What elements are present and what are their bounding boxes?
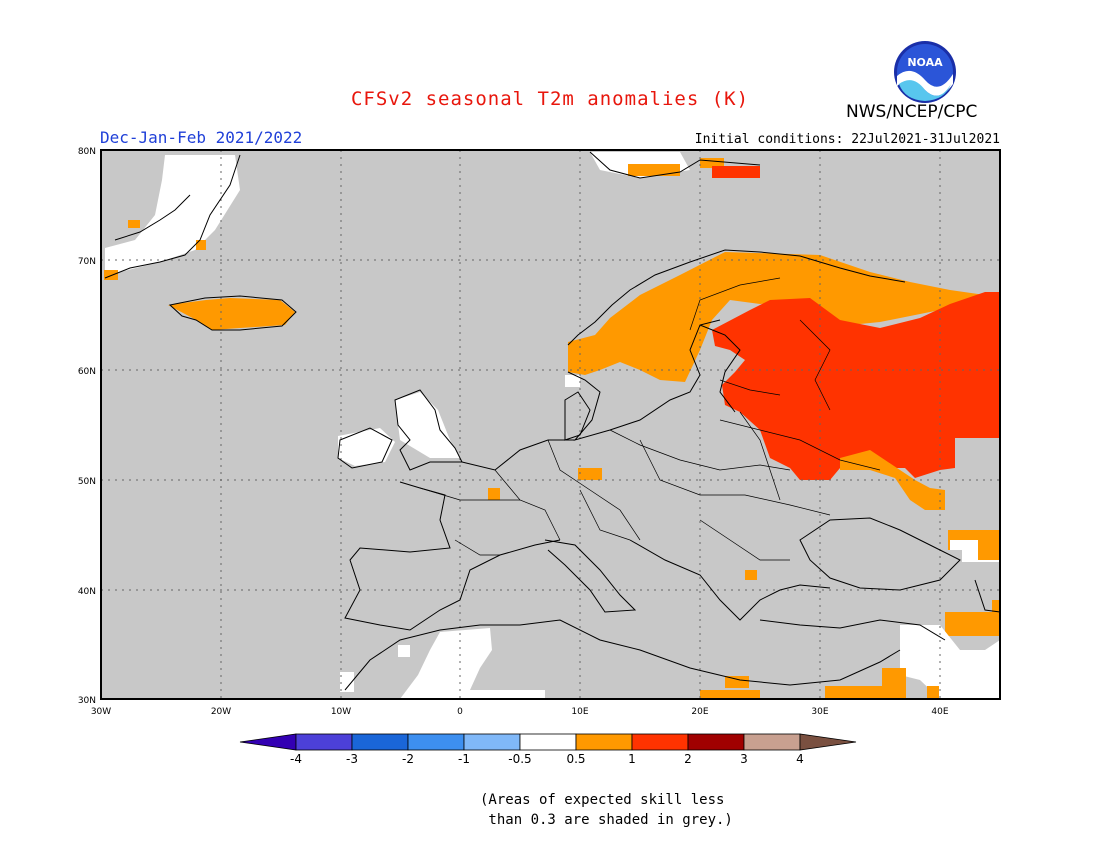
colorbar-label: 1: [628, 752, 636, 766]
season-label: Dec-Jan-Feb 2021/2022: [100, 128, 303, 147]
lon-ticks: 30W 20W 10W 0 10E 20E 30E 40E: [91, 707, 949, 717]
colorbar-label: 3: [740, 752, 748, 766]
lat-ticks: 30N 40N 50N 60N 70N 80N: [78, 147, 96, 706]
colorbar-arrow-low: [239, 733, 297, 751]
anomaly-shading: [104, 152, 1000, 699]
colorbar-label: -3: [346, 752, 358, 766]
lat-tick: 80N: [78, 147, 96, 157]
colorbar-segment: [743, 733, 801, 751]
colorbar-segment: [631, 733, 689, 751]
lat-tick: 60N: [78, 367, 96, 377]
logo-text: NOAA: [907, 56, 943, 69]
noaa-logo: NOAA: [894, 41, 956, 103]
colorbar-segment: [295, 733, 353, 751]
lon-tick: 20W: [211, 707, 231, 717]
grid-lines: [101, 150, 1000, 699]
greenland-white: [105, 155, 240, 278]
lon-tick: 10W: [331, 707, 351, 717]
colorbar-label: -2: [402, 752, 414, 766]
colorbar-segment: [519, 733, 577, 751]
colorbar-label: 2: [684, 752, 692, 766]
lat-tick: 40N: [78, 587, 96, 597]
colorbar-label: -1: [458, 752, 470, 766]
lon-tick: 20E: [691, 707, 708, 717]
borders: [419, 277, 881, 561]
lon-tick: 10E: [571, 707, 588, 717]
colorbar-segments: [239, 733, 857, 751]
lat-tick: 50N: [78, 477, 96, 487]
colorbar-segment: [463, 733, 521, 751]
colorbar-label: -0.5: [508, 752, 531, 766]
russia-red: [712, 292, 1000, 480]
iceland-orange: [168, 298, 295, 330]
colorbar-segment: [407, 733, 465, 751]
colorbar-label: -4: [290, 752, 302, 766]
colorbar-segment: [575, 733, 633, 751]
middle-east-white: [900, 625, 1000, 699]
colorbar-labels: -4 -3 -2 -1 -0.5 0.5 1 2 3 4: [290, 752, 804, 766]
lon-tick: 0: [457, 707, 463, 717]
colorbar-arrow-high: [799, 733, 857, 751]
lat-tick: 30N: [78, 696, 96, 706]
coastlines: [104, 151, 1001, 691]
britain-white: [395, 392, 460, 458]
skill-footnote: (Areas of expected skill less than 0.3 a…: [480, 792, 733, 828]
colorbar-label: 4: [796, 752, 804, 766]
colorbar-segment: [687, 733, 745, 751]
map-frame: [100, 149, 1001, 700]
lat-tick: 70N: [78, 257, 96, 267]
lon-tick: 30W: [91, 707, 111, 717]
initial-conditions-label: Initial conditions: 22Jul2021-31Jul2021: [694, 132, 1000, 147]
lon-tick: 30E: [811, 707, 828, 717]
chart-title: CFSv2 seasonal T2m anomalies (K): [350, 88, 750, 110]
lon-tick: 40E: [931, 707, 948, 717]
north-africa-white: [400, 628, 545, 699]
colorbar-label: 0.5: [566, 752, 585, 766]
scandinavia-orange: [568, 252, 985, 382]
colorbar-segment: [351, 733, 409, 751]
agency-label: NWS/NCEP/CPC: [846, 102, 978, 122]
